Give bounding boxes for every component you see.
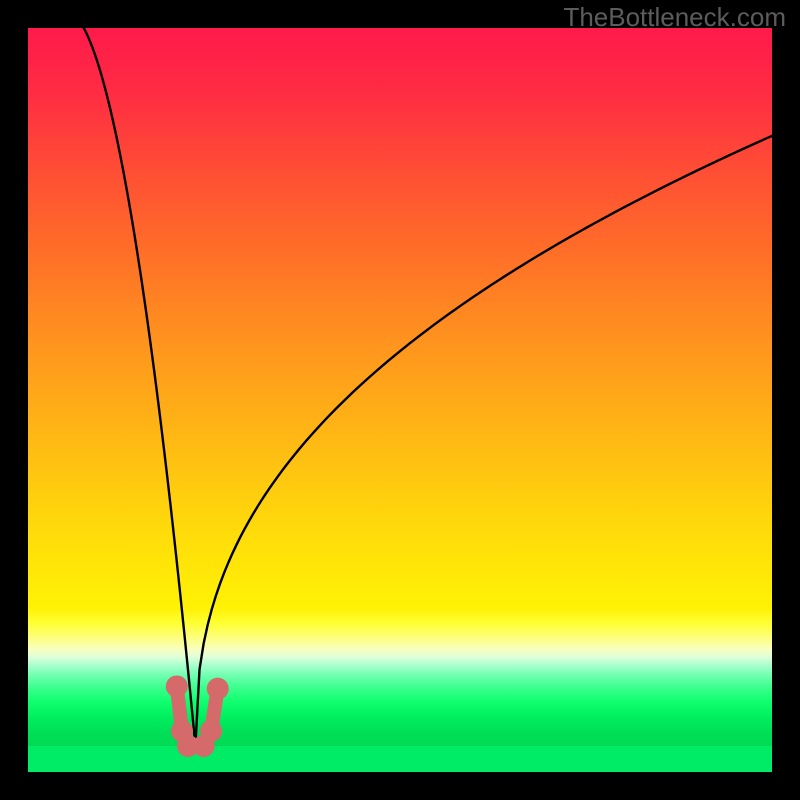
green-band xyxy=(28,746,772,772)
watermark-text: TheBottleneck.com xyxy=(563,2,786,33)
chart-container: TheBottleneck.com xyxy=(0,0,800,800)
plot-gradient-background xyxy=(28,28,772,772)
